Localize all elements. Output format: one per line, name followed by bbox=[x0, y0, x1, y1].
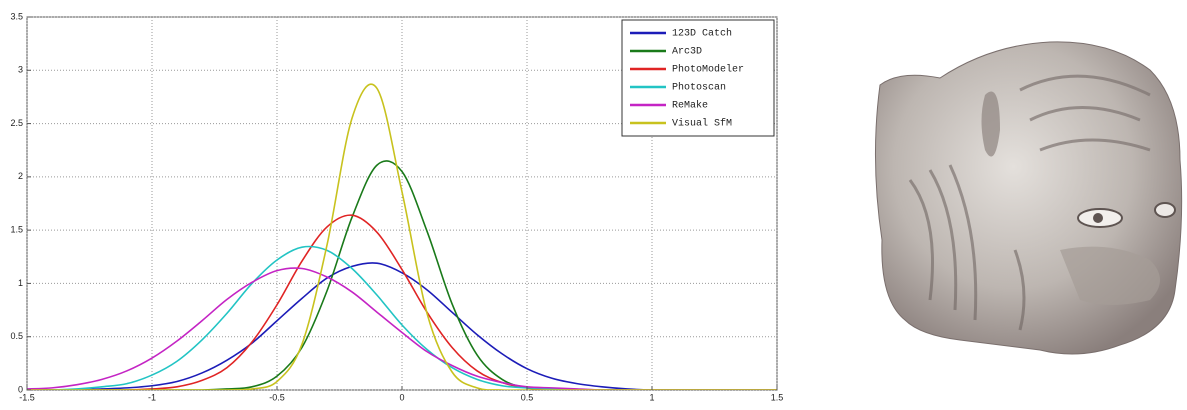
y-tick-label: 0.5 bbox=[10, 331, 23, 341]
x-tick-label: -1 bbox=[148, 392, 156, 402]
series-line bbox=[27, 83, 777, 390]
y-tick-label: 2.5 bbox=[10, 118, 23, 128]
legend-label: Arc3D bbox=[672, 47, 702, 58]
series-line bbox=[27, 160, 777, 390]
y-tick-label: 2 bbox=[18, 171, 23, 181]
y-tick-label: 3 bbox=[18, 65, 23, 75]
series-line bbox=[27, 262, 777, 390]
y-tick-label: 1.5 bbox=[10, 225, 23, 235]
legend-label: Visual SfM bbox=[672, 118, 732, 130]
y-tick-label: 3.5 bbox=[10, 11, 23, 21]
x-tick-label: 1.5 bbox=[771, 392, 784, 402]
legend-label: PhotoModeler bbox=[672, 64, 744, 76]
legend-label: 123D Catch bbox=[672, 28, 732, 40]
x-tick-label: 1 bbox=[649, 392, 654, 402]
x-tick-label: 0.5 bbox=[521, 392, 534, 402]
legend-label: Photoscan bbox=[672, 82, 726, 94]
y-tick-label: 0 bbox=[18, 384, 23, 394]
legend-box bbox=[621, 19, 775, 137]
lion-head-photo bbox=[874, 41, 1183, 355]
x-tick-label: 0 bbox=[399, 392, 404, 402]
series-line bbox=[27, 267, 777, 390]
x-tick-label: -1.5 bbox=[19, 392, 35, 402]
series-line bbox=[27, 245, 777, 390]
legend-label: ReMake bbox=[672, 100, 708, 112]
y-tick-label: 1 bbox=[18, 278, 23, 288]
x-tick-label: -0.5 bbox=[269, 392, 285, 402]
